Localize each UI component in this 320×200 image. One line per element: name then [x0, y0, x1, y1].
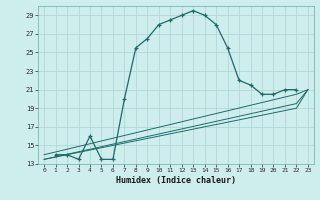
X-axis label: Humidex (Indice chaleur): Humidex (Indice chaleur): [116, 176, 236, 185]
